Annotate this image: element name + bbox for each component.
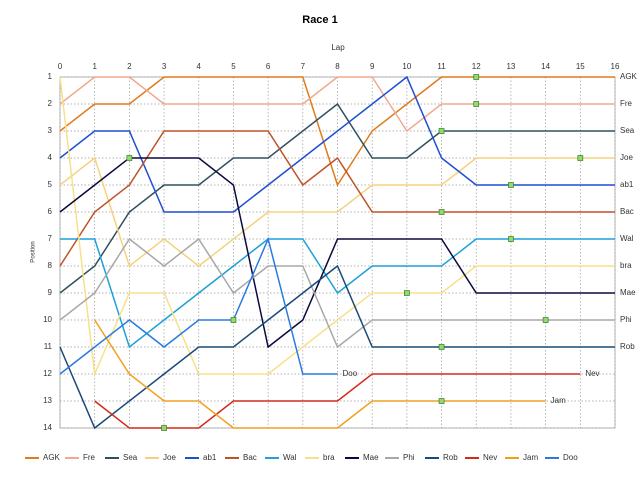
end-label: bra xyxy=(620,261,632,270)
pit-marker xyxy=(473,101,480,107)
y-tick-label: 10 xyxy=(43,315,52,324)
x-tick-label: 4 xyxy=(197,62,202,71)
legend-label: Mae xyxy=(363,453,379,462)
legend-label: Wal xyxy=(283,453,297,462)
pit-marker xyxy=(126,155,133,161)
end-label: Jam xyxy=(551,396,566,405)
legend-label: Sea xyxy=(123,453,138,462)
series-line xyxy=(59,130,615,267)
legend-label: AGK xyxy=(43,453,61,462)
pit-marker xyxy=(508,182,514,188)
x-tick-label: 11 xyxy=(437,62,446,71)
legend-label: Bac xyxy=(243,453,257,462)
x-tick-label: 16 xyxy=(611,62,620,71)
y-tick-label: 7 xyxy=(48,234,53,243)
series-line xyxy=(94,319,546,429)
x-tick-label: 14 xyxy=(541,62,550,71)
legend-label: Rob xyxy=(443,453,458,462)
pit-marker xyxy=(404,290,410,296)
end-label: Wal xyxy=(620,234,634,243)
pit-marker xyxy=(508,236,514,242)
series-line xyxy=(59,76,615,377)
y-tick-label: 14 xyxy=(43,423,52,432)
series-line xyxy=(59,76,615,133)
series-line xyxy=(59,76,615,187)
y-tick-label: 12 xyxy=(43,369,52,378)
series-line xyxy=(59,157,615,349)
y-tick-label: 9 xyxy=(48,288,53,297)
legend-label: ab1 xyxy=(203,453,217,462)
end-label: Joe xyxy=(620,153,633,162)
x-tick-label: 7 xyxy=(301,62,306,71)
series-line xyxy=(59,75,615,213)
end-label: AGK xyxy=(620,72,638,81)
series-line xyxy=(59,237,615,349)
y-tick-label: 6 xyxy=(48,207,53,216)
legend-label: Fre xyxy=(83,453,96,462)
x-tick-label: 1 xyxy=(92,62,97,71)
end-label: ab1 xyxy=(620,180,634,189)
y-tick-label: 1 xyxy=(48,72,53,81)
y-axis-label: Position xyxy=(31,241,37,262)
end-label: Sea xyxy=(620,126,635,135)
series-line xyxy=(59,156,615,268)
x-axis-label: Lap xyxy=(331,43,345,52)
end-label: Doo xyxy=(343,369,358,378)
pit-marker xyxy=(230,317,237,323)
end-label: Phi xyxy=(620,315,632,324)
pit-marker xyxy=(438,344,445,350)
end-label: Rob xyxy=(620,342,635,351)
x-tick-label: 12 xyxy=(472,62,481,71)
pit-marker xyxy=(577,155,584,161)
legend-label: Nev xyxy=(483,453,497,462)
pit-marker xyxy=(542,317,549,323)
y-tick-label: 13 xyxy=(43,396,52,405)
legend-label: Doo xyxy=(563,453,578,462)
series-line xyxy=(59,264,615,430)
y-tick-label: 8 xyxy=(48,261,53,270)
x-tick-label: 15 xyxy=(576,62,585,71)
x-tick-label: 6 xyxy=(266,62,271,71)
x-tick-label: 5 xyxy=(231,62,236,71)
legend-label: bra xyxy=(323,453,335,462)
pit-marker xyxy=(161,425,167,431)
end-label: Mae xyxy=(620,288,636,297)
y-tick-label: 3 xyxy=(48,126,53,135)
series-line xyxy=(59,102,615,294)
x-tick-label: 13 xyxy=(506,62,515,71)
chart-title: Race 1 xyxy=(302,14,337,26)
y-tick-label: 5 xyxy=(48,180,53,189)
x-tick-label: 8 xyxy=(335,62,340,71)
y-tick-label: 4 xyxy=(48,153,53,162)
x-tick-label: 9 xyxy=(370,62,375,71)
y-tick-label: 11 xyxy=(44,342,53,351)
end-label: Fre xyxy=(620,99,633,108)
legend-label: Phi xyxy=(403,453,415,462)
x-tick-label: 3 xyxy=(162,62,167,71)
end-label: Bac xyxy=(620,207,634,216)
series-line xyxy=(60,238,615,349)
x-tick-label: 2 xyxy=(127,62,132,71)
x-tick-label: 0 xyxy=(58,62,63,71)
end-label: Nev xyxy=(585,369,599,378)
pit-marker xyxy=(438,209,445,215)
series-line xyxy=(59,236,338,375)
x-tick-label: 10 xyxy=(402,62,411,71)
legend-label: Jam xyxy=(523,453,538,462)
series-line xyxy=(94,373,581,429)
pit-marker xyxy=(438,398,445,404)
y-tick-label: 2 xyxy=(48,99,53,108)
pit-marker xyxy=(438,128,445,134)
legend-label: Joe xyxy=(163,453,176,462)
pit-marker xyxy=(473,74,480,80)
